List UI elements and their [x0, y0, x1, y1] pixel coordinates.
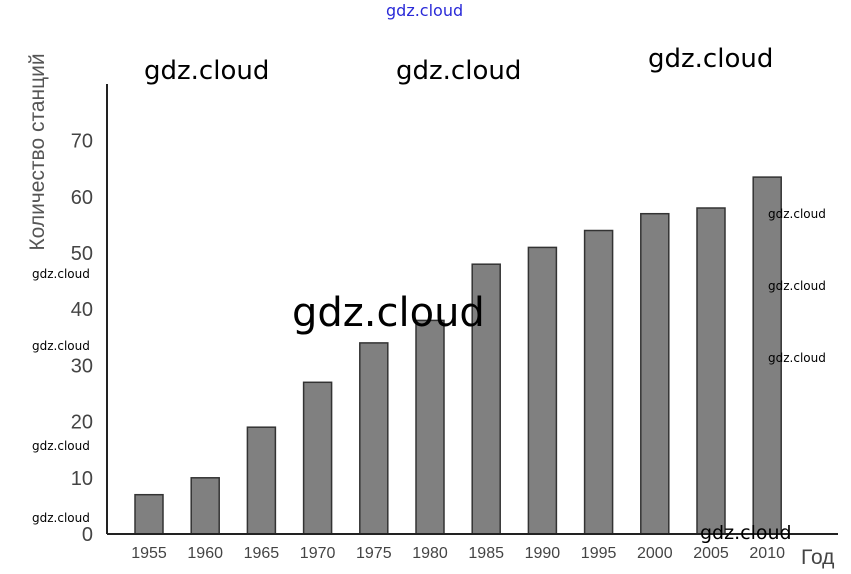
x-tick-label: 1960: [187, 545, 223, 562]
y-tick-label: 60: [71, 187, 93, 209]
x-tick-label: 1985: [468, 545, 504, 562]
x-tick-label: 1965: [244, 545, 280, 562]
y-tick-label: 10: [71, 468, 93, 490]
y-axis-label: Количество станций: [26, 53, 49, 250]
watermark: gdz.cloud: [648, 44, 774, 74]
x-tick-label: 1975: [356, 545, 392, 562]
bar-2005: [696, 207, 726, 535]
x-tick-label: 1955: [131, 545, 167, 562]
watermark: gdz.cloud: [768, 279, 826, 293]
bar-1980: [415, 319, 445, 535]
bar-1955: [134, 493, 164, 535]
watermark: gdz.cloud: [32, 267, 90, 281]
watermark-center: gdz.cloud: [292, 290, 485, 336]
x-tick-label: 2010: [749, 545, 785, 562]
bar-1960: [190, 477, 220, 535]
y-tick-label: 30: [71, 355, 93, 377]
y-tick-label: 50: [71, 243, 93, 265]
x-tick-label: 1995: [581, 545, 617, 562]
bar-1970: [302, 381, 333, 535]
bars-group: [134, 176, 782, 535]
y-tick-labels: 0 10 20 30 40 50 60 70: [71, 131, 93, 546]
bar-1965: [246, 426, 277, 535]
x-tick-label: 2005: [693, 545, 729, 562]
bar-1990: [527, 246, 558, 535]
watermark: gdz.cloud: [32, 511, 90, 525]
bar-1995: [583, 229, 614, 535]
x-tick-label: 1990: [525, 545, 561, 562]
y-tick-label: 70: [71, 131, 93, 153]
watermark: gdz.cloud: [32, 339, 90, 353]
watermark-top: gdz.cloud: [386, 1, 464, 20]
x-tick-label: 2000: [637, 545, 673, 562]
watermark: gdz.cloud: [768, 207, 826, 221]
y-tick-label: 40: [71, 299, 93, 321]
bar-2000: [640, 212, 670, 535]
bar-1985: [471, 263, 501, 535]
watermark: gdz.cloud: [700, 522, 792, 544]
x-tick-label: 1970: [300, 545, 336, 562]
y-tick-label: 20: [71, 412, 93, 434]
watermark: gdz.cloud: [32, 439, 90, 453]
bar-1975: [359, 342, 389, 535]
x-tick-labels: 1955 1960 1965 1970 1975 1980 1985 1990 1995 2000…: [131, 545, 785, 562]
watermark: gdz.cloud: [144, 56, 270, 86]
x-tick-label: 1980: [412, 545, 448, 562]
watermark: gdz.cloud: [768, 351, 826, 365]
y-tick-label: 0: [82, 524, 93, 546]
watermark: gdz.cloud: [396, 56, 522, 86]
bar-2010: [752, 176, 782, 535]
x-axis-label: Год: [801, 546, 834, 569]
